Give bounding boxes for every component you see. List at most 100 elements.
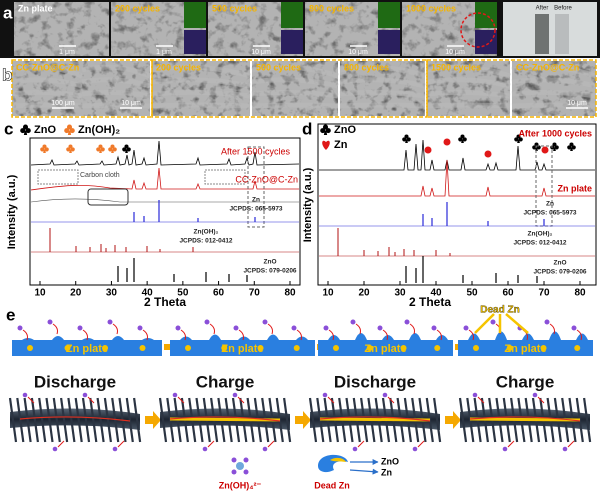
ref-sticks (49, 228, 194, 252)
x-tick-label: 30 (106, 288, 118, 299)
ion (82, 392, 88, 398)
fiber (251, 89, 339, 99)
eds-map (281, 2, 303, 28)
zno-deposit (102, 345, 108, 351)
fiber-rib (103, 397, 112, 443)
xrd-d: d ZnO Zn After 1000 cycles Zn plate Zn J… (302, 119, 597, 309)
fiber-rib (458, 397, 468, 443)
zno-deposit (139, 345, 146, 351)
ion (562, 446, 568, 452)
zn-deposit (495, 331, 507, 340)
ref-card: JCPDS: 065-5973 (229, 206, 282, 213)
ion (322, 392, 328, 398)
ref-name: Zn(OH)₂ (528, 231, 553, 238)
fiber-rib (8, 397, 18, 443)
fiber-rib (38, 397, 47, 443)
ref-name: Zn(OH)₂ (194, 229, 219, 236)
ion-arrow (177, 396, 185, 404)
ion-arrow (82, 329, 88, 341)
photo-label: Before (554, 6, 572, 12)
photo-sample (555, 14, 569, 54)
ref-sticks (133, 200, 256, 222)
fiber-rib (308, 397, 318, 443)
fiber-rib (52, 397, 61, 443)
fiber-rib (125, 397, 134, 443)
ion-arrow (209, 323, 215, 335)
zno-deposit (574, 345, 581, 351)
ion (412, 446, 418, 452)
peak-markers (402, 134, 576, 158)
flow-arrow (445, 411, 461, 429)
ion (431, 325, 437, 331)
fiber (251, 64, 339, 79)
ion-arrow (52, 323, 58, 335)
panel-label: e (6, 305, 15, 324)
ion-arrow (436, 329, 442, 341)
ion (137, 325, 143, 331)
fiber (151, 77, 251, 89)
ref-name: ZnO (554, 260, 567, 267)
step-label: Charge (196, 372, 255, 391)
ref-card: JCPDS: 079-0206 (243, 268, 296, 275)
scale-label: 1 μm (59, 49, 75, 56)
ion (472, 392, 478, 398)
zn-plate (318, 340, 453, 356)
x-tick-label: 10 (34, 288, 46, 299)
x-tick-label: 60 (502, 288, 514, 299)
x-tick-label: 70 (249, 288, 261, 299)
legend-symbol (322, 140, 330, 150)
inset-box (37, 169, 79, 185)
plate-label: Zn plate (221, 343, 263, 355)
fiber (339, 64, 426, 79)
ion-arrow (57, 440, 65, 448)
fiber (339, 89, 426, 99)
ion-arrow (327, 396, 335, 404)
ref-name: ZnO (264, 259, 277, 266)
trace-label: CC-ZnO@C-Zn (235, 174, 298, 184)
arrow (349, 468, 379, 475)
ion-arrow (180, 329, 186, 341)
image-caption: 500 cycles (256, 62, 301, 72)
legend: Zn(OH)₄²⁻ Dead Zn ZnO Zn (219, 454, 399, 490)
ion-arrow (112, 323, 118, 335)
fiber-rib (81, 397, 91, 443)
fiber (251, 102, 339, 109)
ref-sticks (117, 258, 248, 282)
image-caption: CC-ZnO@C-Zn (516, 62, 579, 72)
ion-arrow (117, 440, 125, 448)
zno-deposit (540, 345, 547, 351)
fiber-rib (74, 397, 83, 443)
zn-deposit (52, 336, 64, 340)
x-tick-label: 50 (177, 288, 189, 299)
scale-label: 10 μm (251, 49, 271, 56)
zn-deposit (549, 331, 561, 340)
photo-label: After (536, 6, 549, 12)
ion-icon (231, 457, 249, 475)
image-caption: 200 cycles (156, 62, 201, 72)
dead-zn-label: Dead Zn (480, 305, 519, 316)
fiber-rib (583, 397, 592, 443)
step-label: Charge (496, 372, 555, 391)
zno-deposit (221, 345, 228, 351)
eds-map (378, 2, 400, 28)
legend-entry: Zn (334, 139, 348, 151)
ion-arrow (238, 329, 244, 341)
fiber-rib (133, 397, 142, 443)
ref-card: JCPDS: 012-0412 (179, 238, 232, 245)
fiber (151, 64, 251, 79)
y-axis-label: Intensity (a.u.) (6, 174, 18, 249)
fiber (11, 89, 83, 99)
panel-label: c (4, 119, 13, 138)
dead-zn-icon (318, 454, 348, 473)
ion-arrow (357, 440, 365, 448)
ion-arrow (87, 396, 95, 404)
image-caption: 200 cycles (115, 3, 160, 13)
plate-label: Zn plate (66, 343, 108, 355)
ion-arrow (387, 396, 395, 404)
ion-arrow (207, 440, 215, 448)
ion (112, 446, 118, 452)
ion-arrow (267, 440, 275, 448)
ion-arrow (468, 329, 474, 341)
x-tick-label: 60 (213, 288, 225, 299)
fiber (81, 102, 151, 109)
